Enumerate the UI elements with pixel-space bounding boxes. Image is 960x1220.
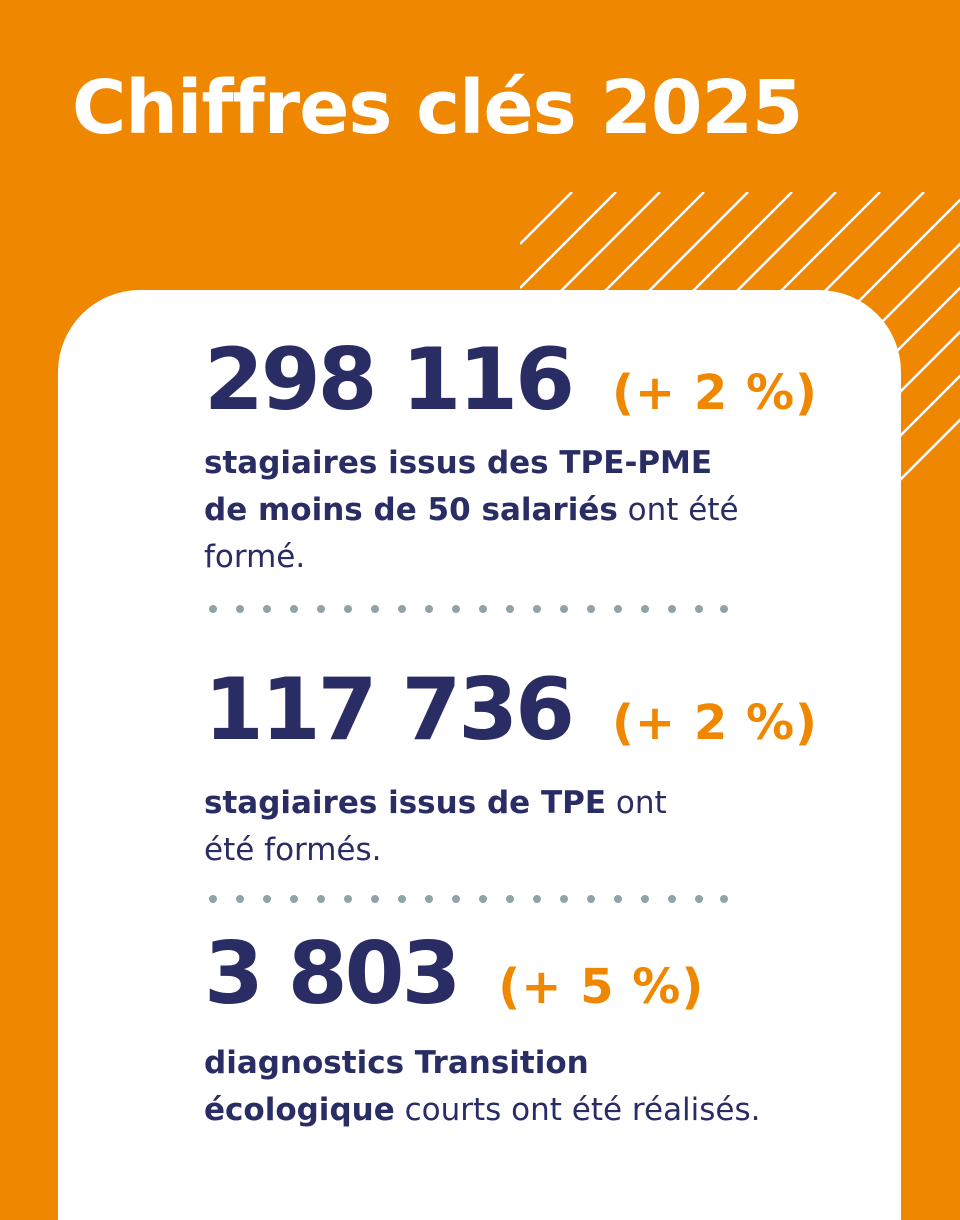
stat-description-bold: stagiaires issus de TPE	[204, 785, 607, 821]
stat-number: 117 736	[204, 660, 575, 760]
stat-description-rest: ont été formé.	[204, 492, 739, 575]
stat-description-rest: ont été formés.	[204, 785, 667, 868]
stat-change: (+ 2 %)	[611, 365, 818, 421]
stat-description-bold: diagnostics Transition écologique	[204, 1045, 589, 1128]
stat-number: 3 803	[204, 924, 461, 1024]
stat-description-rest: courts ont été réalisés.	[394, 1092, 761, 1128]
stat-description: diagnostics Transition écologique courts…	[204, 1040, 764, 1134]
stat-change: (+ 2 %)	[611, 695, 818, 751]
dotted-divider	[208, 603, 728, 615]
stat-description: stagiaires issus de TPE ont été formés.	[204, 780, 724, 874]
page-title: Chiffres clés 2025	[72, 65, 803, 151]
stat-number: 298 116	[204, 330, 575, 430]
stat-description-bold: stagiaires issus des TPE-PME de moins de…	[204, 445, 713, 528]
stat-change: (+ 5 %)	[498, 959, 705, 1015]
stat-description: stagiaires issus des TPE-PME de moins de…	[204, 440, 764, 581]
stat-ecological-diagnostics: 3 803 (+ 5 %) diagnostics Transition éco…	[204, 928, 764, 1134]
stat-trainees-tpe-pme: 298 116 (+ 2 %) stagiaires issus des TPE…	[204, 334, 818, 581]
dotted-divider	[208, 893, 728, 905]
stat-trainees-tpe: 117 736 (+ 2 %) stagiaires issus de TPE …	[204, 664, 818, 874]
stats-card	[58, 290, 901, 1220]
